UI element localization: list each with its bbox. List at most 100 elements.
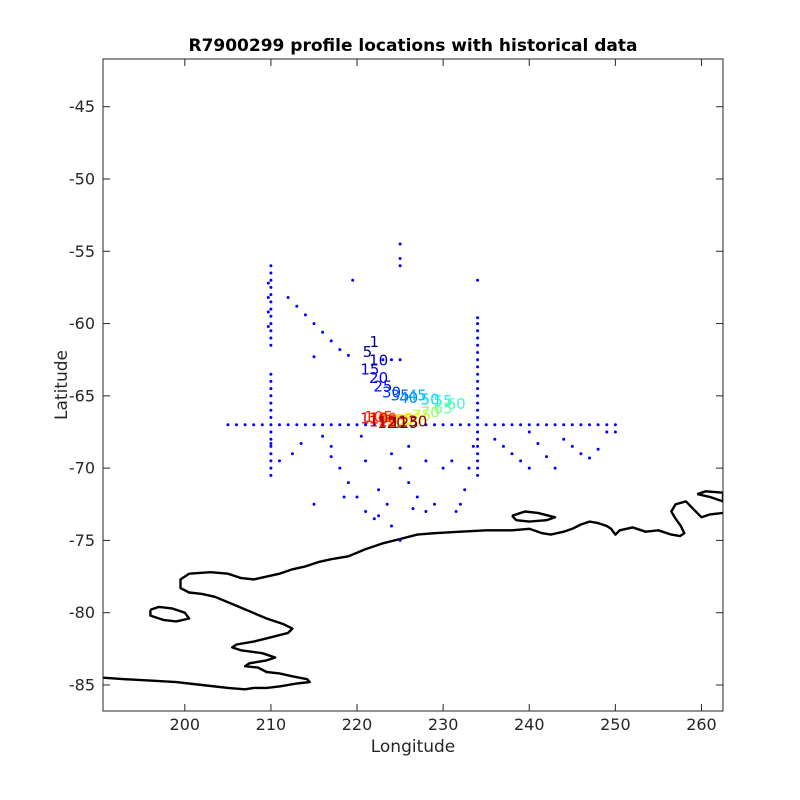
historical-point — [269, 300, 273, 304]
historical-point — [269, 394, 273, 398]
historical-point — [269, 329, 273, 333]
historical-point — [295, 304, 299, 308]
historical-point — [424, 459, 428, 463]
historical-point — [398, 466, 402, 470]
plot-area: 1510152025303540455055606570758085909510… — [103, 242, 723, 691]
historical-point — [450, 459, 454, 463]
profile-label: 25 — [373, 378, 392, 396]
profile-label: 20 — [369, 369, 388, 387]
historical-point — [476, 452, 480, 456]
profile-label: 60 — [447, 395, 466, 413]
coastline-island — [696, 490, 723, 503]
profile-label: 1 — [370, 333, 380, 351]
historical-point — [476, 365, 480, 369]
profile-label: 125 — [390, 414, 419, 432]
historical-point — [588, 423, 591, 427]
historical-point — [553, 423, 557, 427]
historical-point — [269, 466, 273, 470]
profile-label: 40 — [399, 389, 418, 407]
historical-point — [390, 423, 393, 427]
coastline — [103, 500, 723, 691]
historical-point — [476, 401, 480, 405]
historical-point — [312, 502, 316, 506]
coastline-island — [511, 510, 557, 523]
historical-point — [433, 502, 436, 506]
y-tick-label: -55 — [69, 242, 95, 261]
historical-point — [458, 423, 462, 427]
historical-point — [266, 296, 270, 299]
y-tick-label: -50 — [69, 169, 95, 188]
profile-label: 80 — [403, 410, 422, 428]
profile-label: 55 — [434, 392, 453, 410]
historical-point — [476, 351, 480, 354]
historical-point — [329, 339, 333, 343]
x-tick-label: 230 — [428, 715, 459, 734]
historical-point — [411, 507, 415, 511]
historical-point — [269, 423, 273, 427]
historical-point — [329, 423, 333, 427]
historical-point — [385, 502, 389, 506]
historical-point — [570, 423, 574, 427]
historical-point — [493, 423, 497, 427]
historical-point — [441, 423, 445, 427]
historical-point — [458, 502, 462, 506]
historical-point — [463, 488, 467, 492]
historical-point — [312, 423, 316, 427]
historical-point — [321, 434, 325, 438]
historical-point — [381, 423, 385, 427]
historical-point — [346, 481, 350, 485]
historical-point — [613, 423, 617, 427]
historical-point — [299, 442, 303, 445]
historical-point — [424, 423, 428, 427]
historical-point — [269, 437, 273, 441]
historical-point — [519, 423, 523, 427]
profile-label: 100 — [369, 410, 398, 428]
historical-point — [269, 271, 273, 275]
historical-point — [454, 510, 458, 513]
historical-point — [596, 423, 600, 427]
y-tick-label: -45 — [69, 97, 95, 116]
profile-label: 115 — [369, 412, 398, 430]
historical-point — [527, 430, 531, 434]
x-tick-label: 210 — [256, 715, 287, 734]
historical-point — [295, 423, 299, 427]
historical-point — [260, 423, 264, 427]
historical-point — [545, 455, 548, 459]
historical-point — [372, 517, 376, 521]
historical-point — [377, 514, 381, 518]
historical-point — [269, 293, 273, 297]
chart-title: R7900299 profile locations with historic… — [188, 36, 637, 56]
historical-point — [579, 423, 583, 427]
historical-point — [476, 408, 480, 412]
historical-point — [346, 353, 350, 357]
profile-label: 120 — [377, 414, 406, 432]
historical-point — [562, 423, 566, 427]
historical-point — [355, 495, 359, 499]
historical-point — [476, 343, 480, 347]
historical-point — [527, 423, 531, 427]
historical-point — [321, 330, 325, 334]
historical-point — [364, 459, 368, 463]
historical-point — [321, 423, 325, 427]
y-axis-label: Latitude — [52, 350, 72, 420]
historical-point — [303, 423, 307, 427]
historical-point — [390, 524, 393, 528]
historical-point — [269, 336, 273, 340]
historical-point — [476, 473, 480, 477]
historical-point — [441, 466, 445, 470]
historical-point — [351, 278, 355, 282]
historical-point — [269, 278, 273, 282]
x-tick-label: 240 — [514, 715, 545, 734]
historical-point — [269, 322, 273, 326]
historical-point — [476, 423, 480, 427]
historical-point — [269, 452, 273, 456]
historical-point — [605, 430, 609, 434]
historical-point — [269, 430, 273, 434]
profile-label: 35 — [391, 386, 410, 404]
x-tick-label: 200 — [170, 715, 201, 734]
historical-point — [381, 358, 385, 362]
historical-point — [476, 394, 480, 398]
y-tick-label: -70 — [69, 459, 95, 478]
historical-point — [329, 444, 333, 448]
historical-point — [355, 423, 359, 427]
